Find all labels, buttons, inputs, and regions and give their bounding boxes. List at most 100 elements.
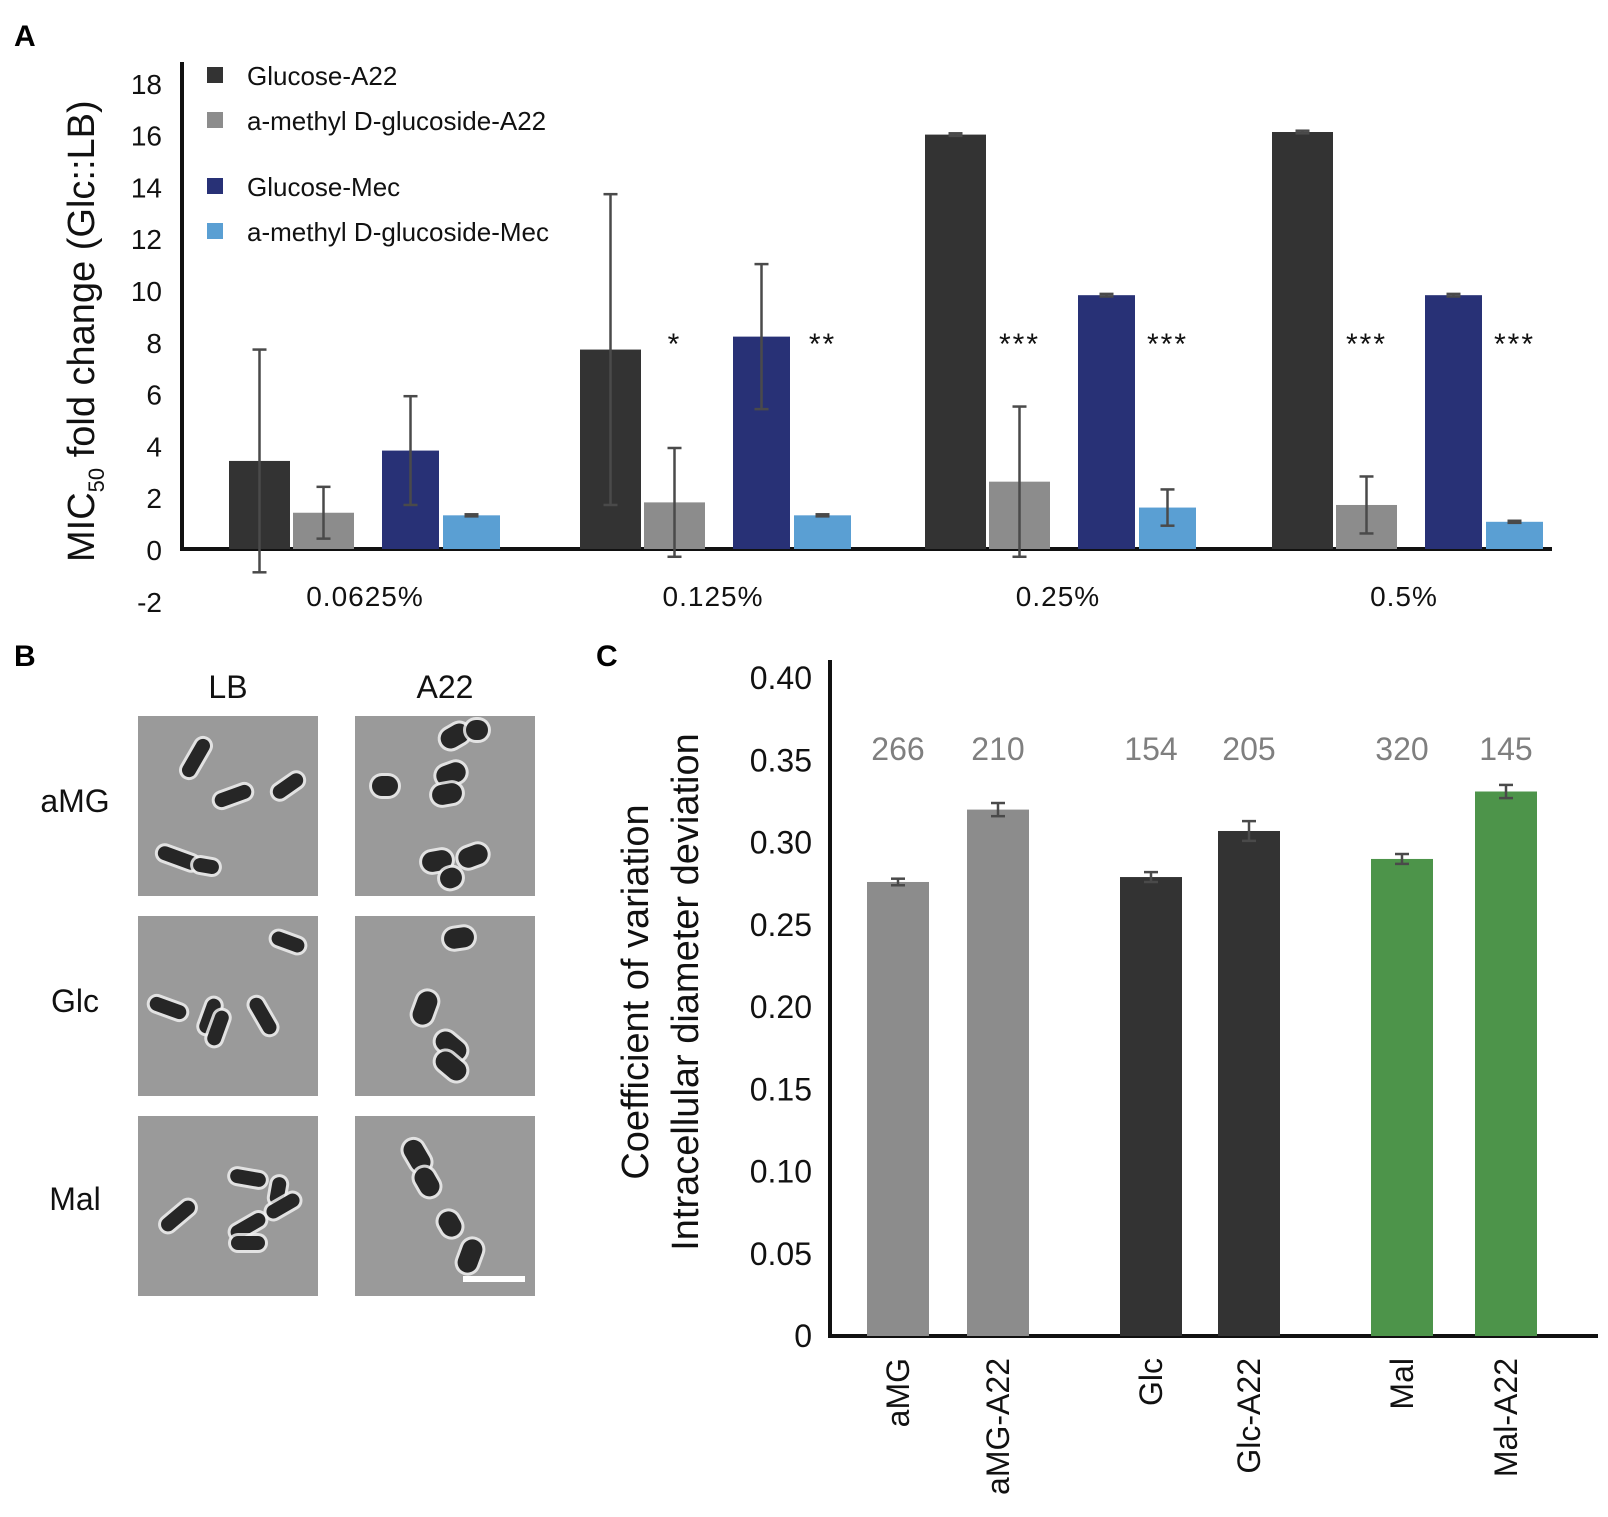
panel-label-b: B [14, 640, 36, 673]
x-tick-label-a: 0.5% [1370, 581, 1438, 612]
cell-body [230, 1169, 266, 1187]
y-tick-label-c: 0 [794, 1318, 812, 1354]
count-label-c: 205 [1222, 731, 1275, 767]
bacterium-cell [190, 854, 222, 878]
y-tick-label-a: 2 [146, 483, 162, 514]
y-tick-label-c: 0.20 [750, 989, 812, 1025]
bar-c [1371, 858, 1433, 1336]
bacterium-cell [411, 1164, 443, 1200]
bar-a [1486, 521, 1543, 549]
bar-a [794, 515, 851, 549]
bacterium-cell [204, 1007, 232, 1049]
cell-body [199, 998, 221, 1034]
y-tick-label-c: 0.10 [750, 1154, 812, 1190]
micrograph-image [138, 1116, 318, 1296]
x-tick-label-a: 0.25% [1016, 581, 1100, 612]
cell-body [161, 1200, 195, 1232]
legend-label-a: Glucose-Mec [247, 172, 400, 202]
bacterium-cell [369, 773, 401, 799]
count-label-c: 210 [971, 731, 1024, 767]
bacterium-cell [154, 843, 202, 873]
bacterium-cell [228, 1233, 268, 1253]
bacterium-cell [158, 1197, 198, 1235]
y-tick-label-c: 0.30 [750, 825, 812, 861]
legend-label-a: Glucose-A22 [247, 61, 397, 91]
cell-body [372, 776, 398, 796]
cell-body [457, 1239, 483, 1273]
y-tick-label-a: 0 [146, 535, 162, 566]
x-tick-label-a: 0.0625% [306, 581, 424, 612]
bacterium-cell [211, 781, 255, 811]
y-tick-label-a: 18 [131, 69, 162, 100]
y-tick-label-c: 0.05 [750, 1236, 812, 1272]
y-axis-title-a-main: MIC [61, 492, 103, 562]
scale-bar [463, 1276, 525, 1282]
legend-swatch-a [207, 112, 223, 128]
y-tick-label-c: 0.25 [750, 907, 812, 943]
cell-body [440, 867, 462, 889]
count-label-c: 266 [871, 731, 924, 767]
cell-body [149, 996, 187, 1020]
micrograph-image [138, 716, 318, 896]
cell-body [271, 931, 305, 953]
cell-body [422, 850, 452, 872]
cell-body [231, 1236, 265, 1250]
micrograph-row-label: Glc [51, 983, 99, 1019]
cell-body [435, 1051, 467, 1081]
cell-body [207, 1010, 229, 1046]
bacterium-cell [429, 780, 465, 808]
y-tick-label-c: 0.15 [750, 1071, 812, 1107]
count-label-c: 154 [1124, 731, 1177, 767]
x-tick-label-c: aMG-A22 [980, 1358, 1016, 1495]
micrograph-image [355, 1116, 535, 1296]
bacterium-cell [409, 988, 441, 1028]
cell-body [466, 720, 488, 740]
significance-label-a: * [668, 328, 682, 361]
micrograph-row-label: Mal [49, 1181, 101, 1217]
bacterium-cell [246, 994, 280, 1038]
cell-body [266, 1193, 300, 1219]
bacterium-cell [227, 1166, 269, 1190]
cell-body [414, 1167, 440, 1197]
y-tick-label-a: 6 [146, 380, 162, 411]
y-tick-label-a: 8 [146, 328, 162, 359]
micrograph-column-label: A22 [417, 669, 474, 705]
y-axis-title-a: MIC50 fold change (Glc::LB) [61, 100, 109, 562]
cell-body [432, 783, 462, 805]
y-tick-label-a: 12 [131, 224, 162, 255]
cell-body [440, 723, 470, 749]
bacterium-cell [263, 1190, 303, 1222]
micrograph-row-label: aMG [40, 783, 109, 819]
x-tick-label-c: Glc [1133, 1358, 1169, 1406]
x-tick-label-c: Glc-A22 [1231, 1358, 1267, 1474]
bar-a [1078, 295, 1135, 549]
micrograph-image [355, 916, 535, 1096]
significance-label-a: ** [809, 328, 836, 361]
chart-c: 0 0.05 0.10 0.15 0.20 0.25 0.30 0.35 0.40 Coeffic… [615, 660, 1598, 1495]
cell-body [435, 1031, 467, 1061]
bacterium-cell [432, 1048, 470, 1084]
y-tick-label-a: 10 [131, 276, 162, 307]
cell-body [458, 844, 488, 868]
bacterium-cell [268, 928, 308, 956]
chart-a: -2 0 2 4 6 8 10 12 14 16 18 MIC50 fold change (Glc:… [61, 61, 1552, 618]
panel-label-a: A [14, 20, 36, 53]
micrograph-column-label: LB [208, 669, 247, 705]
panel-label-c: C [596, 640, 618, 673]
cell-body [412, 991, 438, 1025]
cell-body [193, 857, 219, 875]
bar-a [925, 134, 986, 549]
bacterium-cell [454, 1236, 486, 1276]
cell-body [214, 784, 252, 808]
bacterium-cell [455, 841, 491, 871]
y-axis-title-c-line2: Intracellular diameter deviation [665, 733, 707, 1251]
y-tick-label-c: 0.35 [750, 742, 812, 778]
cell-body [403, 1139, 431, 1173]
bacterium-cell [433, 759, 469, 789]
x-tick-label-c: aMG [880, 1358, 916, 1427]
micrograph-image [138, 916, 318, 1096]
bar-c [1475, 791, 1537, 1336]
bar-a [1425, 295, 1482, 549]
bar-c [867, 881, 929, 1336]
x-tick-label-a: 0.125% [663, 581, 764, 612]
